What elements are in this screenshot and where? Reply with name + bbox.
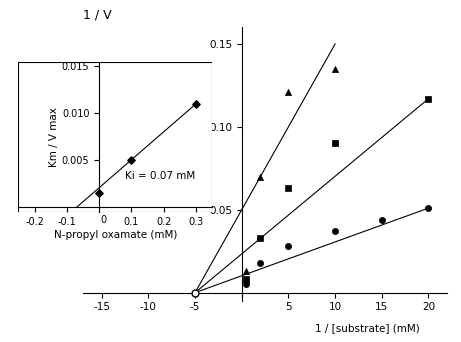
Point: [128, 158, 135, 163]
Point: [257, 174, 264, 179]
Point: [192, 101, 200, 107]
X-axis label: N-propyl oxamate (mM): N-propyl oxamate (mM): [53, 230, 177, 240]
Text: Ki = 0.07 mM: Ki = 0.07 mM: [125, 171, 195, 181]
Text: 1 / V: 1 / V: [83, 9, 112, 22]
Point: [285, 89, 292, 95]
Point: [242, 277, 250, 282]
Y-axis label: Km / V max: Km / V max: [49, 107, 59, 167]
Point: [95, 190, 103, 196]
Point: [257, 260, 264, 265]
Point: [425, 96, 432, 101]
Point: [378, 217, 385, 222]
X-axis label: 1 / [substrate] (mM): 1 / [substrate] (mM): [315, 323, 420, 333]
Point: [331, 66, 339, 71]
Point: [331, 141, 339, 146]
Point: [257, 235, 264, 241]
Point: [331, 228, 339, 234]
Point: [425, 205, 432, 211]
Point: [242, 268, 250, 274]
Point: [285, 185, 292, 191]
Text: 0: 0: [100, 215, 107, 225]
Point: [242, 282, 250, 287]
Point: [285, 244, 292, 249]
